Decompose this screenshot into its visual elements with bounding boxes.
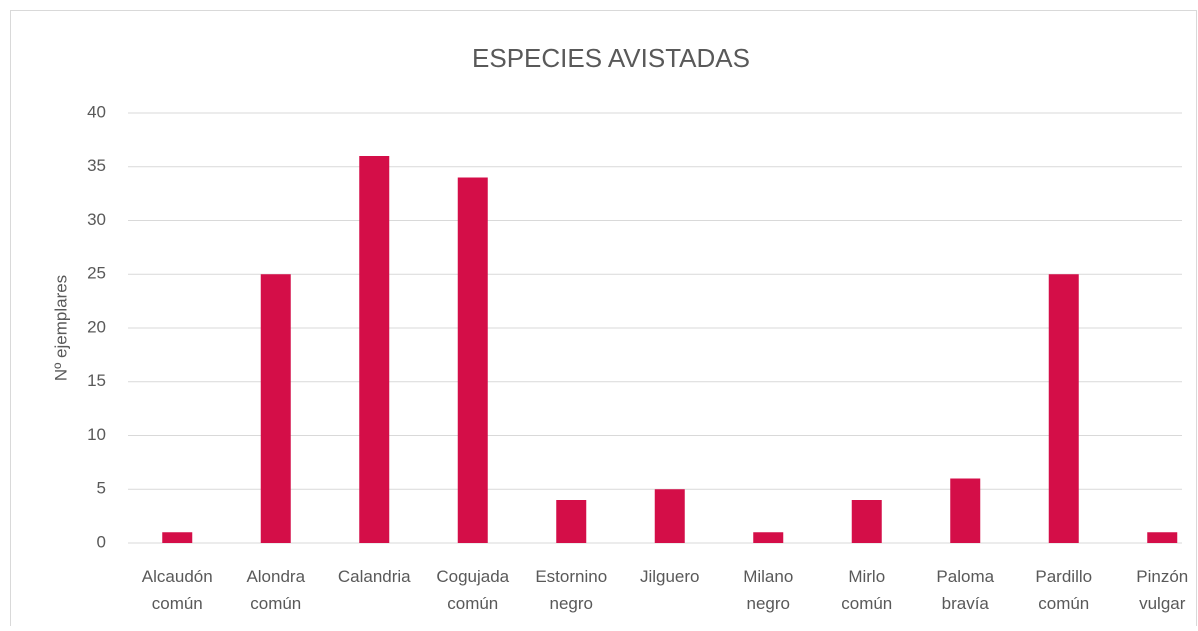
x-tick-label: Milano negro	[743, 567, 793, 613]
x-tick-label: Alondra común	[246, 567, 305, 613]
bar	[162, 532, 193, 543]
x-tick-label: Calandria	[338, 567, 411, 586]
x-tick-label: Pinzón vulgar	[1136, 567, 1188, 613]
x-tick-label: Mirlo común	[841, 567, 892, 613]
bar	[457, 177, 488, 543]
bar	[556, 500, 587, 543]
y-tick-label: 40	[87, 102, 106, 121]
y-tick-label: 15	[87, 371, 106, 390]
x-tick-label: Paloma bravía	[936, 567, 994, 613]
chart-title: ESPECIES AVISTADAS	[472, 43, 750, 73]
bar	[851, 500, 882, 543]
y-tick-label: 0	[97, 532, 106, 551]
bar	[1147, 532, 1178, 543]
y-tick-label: 10	[87, 425, 106, 444]
y-tick-label: 25	[87, 264, 106, 283]
x-tick-label: Jilguero	[640, 567, 700, 586]
bar	[1048, 274, 1079, 543]
chart-border	[10, 10, 1197, 631]
y-tick-label: 30	[87, 210, 106, 229]
bar	[753, 532, 784, 543]
bar	[654, 489, 685, 543]
x-tick-label: Alcaudón común	[142, 567, 213, 613]
y-tick-label: 35	[87, 156, 106, 175]
y-axis-label: Nº ejemplares	[51, 275, 70, 381]
x-tick-label: Pardillo común	[1035, 567, 1092, 613]
x-tick-label: Estornino negro	[535, 567, 607, 613]
bar	[359, 156, 390, 543]
y-tick-label: 5	[97, 479, 106, 498]
bar	[260, 274, 291, 543]
x-tick-label: Cogujada común	[436, 567, 509, 613]
bar	[950, 478, 981, 543]
y-tick-label: 20	[87, 317, 106, 336]
